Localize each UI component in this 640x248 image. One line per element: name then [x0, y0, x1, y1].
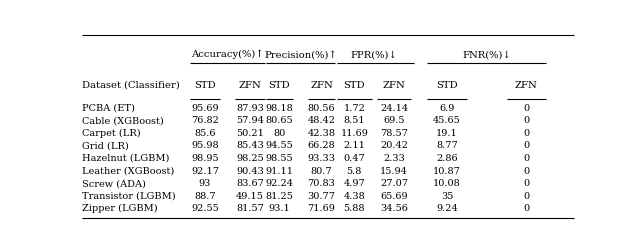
Text: 98.55: 98.55	[266, 154, 293, 163]
Text: 80.7: 80.7	[311, 167, 332, 176]
Text: 85.6: 85.6	[195, 129, 216, 138]
Text: Accuracy(%)↑: Accuracy(%)↑	[191, 50, 264, 59]
Text: STD: STD	[344, 81, 365, 90]
Text: STD: STD	[194, 81, 216, 90]
Text: 95.69: 95.69	[191, 104, 219, 113]
Text: 85.43: 85.43	[236, 141, 264, 150]
Text: 45.65: 45.65	[433, 116, 461, 125]
Text: 69.5: 69.5	[383, 116, 404, 125]
Text: 78.57: 78.57	[380, 129, 408, 138]
Text: 19.1: 19.1	[436, 129, 458, 138]
Text: 2.11: 2.11	[343, 141, 365, 150]
Text: 93: 93	[199, 179, 211, 188]
Text: 8.77: 8.77	[436, 141, 458, 150]
Text: 81.25: 81.25	[266, 192, 293, 201]
Text: 71.69: 71.69	[308, 204, 335, 213]
Text: 83.67: 83.67	[236, 179, 264, 188]
Text: 4.97: 4.97	[344, 179, 365, 188]
Text: STD: STD	[436, 81, 458, 90]
Text: 0: 0	[524, 141, 529, 150]
Text: 0.47: 0.47	[344, 154, 365, 163]
Text: 6.9: 6.9	[439, 104, 455, 113]
Text: 5.8: 5.8	[347, 167, 362, 176]
Text: 1.72: 1.72	[343, 104, 365, 113]
Text: Grid (LR): Grid (LR)	[83, 141, 129, 150]
Text: ZFN: ZFN	[239, 81, 262, 90]
Text: 81.57: 81.57	[236, 204, 264, 213]
Text: Cable (XGBoost): Cable (XGBoost)	[83, 116, 164, 125]
Text: 0: 0	[524, 129, 529, 138]
Text: 5.88: 5.88	[344, 204, 365, 213]
Text: Hazelnut (LGBM): Hazelnut (LGBM)	[83, 154, 170, 163]
Text: 98.95: 98.95	[191, 154, 219, 163]
Text: ZFN: ZFN	[310, 81, 333, 90]
Text: 76.82: 76.82	[191, 116, 219, 125]
Text: 2.33: 2.33	[383, 154, 405, 163]
Text: 4.38: 4.38	[344, 192, 365, 201]
Text: 98.18: 98.18	[266, 104, 293, 113]
Text: Transistor (LGBM): Transistor (LGBM)	[83, 192, 176, 201]
Text: FNR(%)↓: FNR(%)↓	[462, 50, 511, 59]
Text: Zipper (LGBM): Zipper (LGBM)	[83, 204, 158, 214]
Text: 57.94: 57.94	[236, 116, 264, 125]
Text: 0: 0	[524, 192, 529, 201]
Text: Leather (XGBoost): Leather (XGBoost)	[83, 167, 175, 176]
Text: 93.1: 93.1	[269, 204, 291, 213]
Text: 34.56: 34.56	[380, 204, 408, 213]
Text: 0: 0	[524, 179, 529, 188]
Text: 0: 0	[524, 104, 529, 113]
Text: 92.24: 92.24	[266, 179, 293, 188]
Text: Carpet (LR): Carpet (LR)	[83, 129, 141, 138]
Text: 2.86: 2.86	[436, 154, 458, 163]
Text: 92.17: 92.17	[191, 167, 219, 176]
Text: 0: 0	[524, 167, 529, 176]
Text: 92.55: 92.55	[191, 204, 219, 213]
Text: 94.55: 94.55	[266, 141, 293, 150]
Text: 15.94: 15.94	[380, 167, 408, 176]
Text: 0: 0	[524, 154, 529, 163]
Text: 88.7: 88.7	[194, 192, 216, 201]
Text: 27.07: 27.07	[380, 179, 408, 188]
Text: 10.08: 10.08	[433, 179, 461, 188]
Text: Precision(%)↑: Precision(%)↑	[264, 50, 337, 59]
Text: 9.24: 9.24	[436, 204, 458, 213]
Text: 42.38: 42.38	[308, 129, 335, 138]
Text: 90.43: 90.43	[236, 167, 264, 176]
Text: Screw (ADA): Screw (ADA)	[83, 179, 147, 188]
Text: 66.28: 66.28	[308, 141, 335, 150]
Text: 65.69: 65.69	[380, 192, 408, 201]
Text: 0: 0	[524, 116, 529, 125]
Text: 70.83: 70.83	[308, 179, 335, 188]
Text: 30.77: 30.77	[308, 192, 335, 201]
Text: 95.98: 95.98	[191, 141, 219, 150]
Text: ZFN: ZFN	[383, 81, 405, 90]
Text: 48.42: 48.42	[308, 116, 335, 125]
Text: 49.15: 49.15	[236, 192, 264, 201]
Text: 80: 80	[273, 129, 285, 138]
Text: 35: 35	[441, 192, 453, 201]
Text: 8.51: 8.51	[344, 116, 365, 125]
Text: 93.33: 93.33	[308, 154, 335, 163]
Text: Dataset (Classifier): Dataset (Classifier)	[83, 81, 180, 90]
Text: 98.25: 98.25	[236, 154, 264, 163]
Text: 10.87: 10.87	[433, 167, 461, 176]
Text: 87.93: 87.93	[236, 104, 264, 113]
Text: 80.56: 80.56	[308, 104, 335, 113]
Text: 11.69: 11.69	[340, 129, 368, 138]
Text: 91.11: 91.11	[266, 167, 293, 176]
Text: FPR(%)↓: FPR(%)↓	[351, 50, 397, 59]
Text: 24.14: 24.14	[380, 104, 408, 113]
Text: 0: 0	[524, 204, 529, 213]
Text: STD: STD	[269, 81, 290, 90]
Text: ZFN: ZFN	[515, 81, 538, 90]
Text: 80.65: 80.65	[266, 116, 293, 125]
Text: 20.42: 20.42	[380, 141, 408, 150]
Text: 50.21: 50.21	[236, 129, 264, 138]
Text: PCBA (ET): PCBA (ET)	[83, 104, 135, 113]
